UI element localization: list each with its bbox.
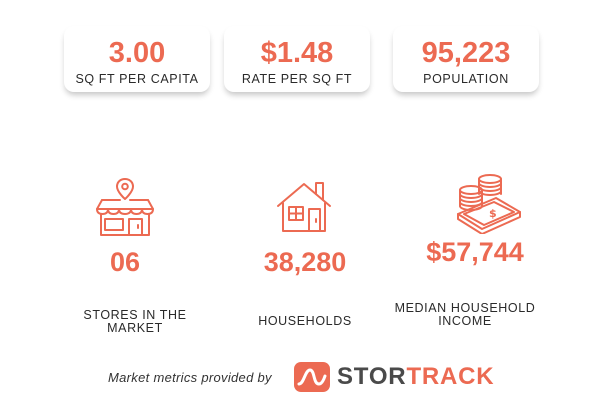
metric-value: 95,223 <box>421 37 511 69</box>
stortrack-brand-name: STORTRACK <box>337 363 494 391</box>
stores-label-line1: STORES IN THE <box>83 308 187 322</box>
metric-label: POPULATION <box>423 72 509 86</box>
median-income-value: $57,744 <box>426 237 524 267</box>
metric-label: RATE PER SQ FT <box>241 72 353 86</box>
house-icon <box>277 182 331 232</box>
stortrack-logo-icon <box>294 362 330 392</box>
stores-label-line2: MARKET <box>107 321 163 335</box>
svg-text:$: $ <box>489 207 497 220</box>
coins-money-icon: $ <box>457 174 521 234</box>
metric-label: SQ FT PER CAPITA <box>75 72 199 86</box>
households-value: 38,280 <box>263 247 347 277</box>
metric-card-rate-per-sq-ft: $1.48 RATE PER SQ FT <box>224 26 370 92</box>
brand-name-part2: TRACK <box>406 363 495 390</box>
footer-credit: Market metrics provided by <box>108 370 272 385</box>
store-location-icon <box>96 178 154 236</box>
median-income-label-line1: MEDIAN HOUSEHOLD <box>394 301 536 315</box>
metric-card-sq-ft-per-capita: 3.00 SQ FT PER CAPITA <box>64 26 210 92</box>
households-label: HOUSEHOLDS <box>230 315 380 328</box>
median-income-label-line2: INCOME <box>438 314 492 328</box>
stores-value: 06 <box>109 247 141 277</box>
metric-value: 3.00 <box>108 37 166 69</box>
median-income-label: MEDIAN HOUSEHOLD INCOME <box>380 302 550 328</box>
stores-label: STORES IN THE MARKET <box>60 309 210 335</box>
brand-name-part1: STOR <box>337 363 407 390</box>
metric-value: $1.48 <box>260 37 334 69</box>
metric-card-population: 95,223 POPULATION <box>393 26 539 92</box>
households-label-line1: HOUSEHOLDS <box>258 314 352 328</box>
